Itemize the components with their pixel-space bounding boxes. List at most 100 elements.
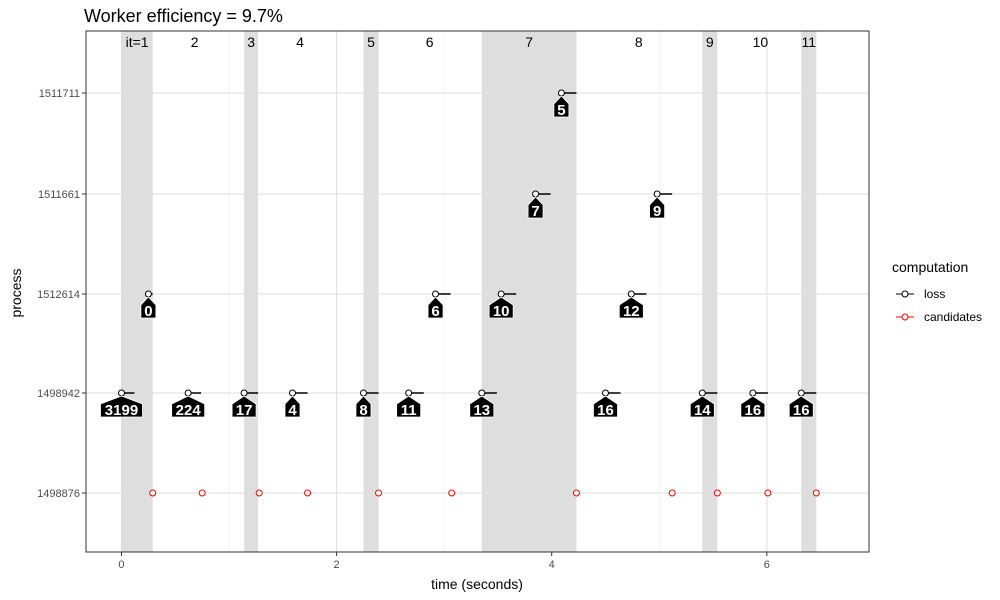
candidate-point xyxy=(572,489,580,497)
panel-border xyxy=(85,30,870,553)
y-tick-label: 1511661 xyxy=(38,189,80,201)
loss-data-label: 8 xyxy=(359,402,367,419)
loss-tag xyxy=(689,395,715,418)
x-tick-label: 6 xyxy=(764,559,770,571)
loss-point xyxy=(289,389,297,397)
candidate-point xyxy=(812,489,820,497)
loss-tag xyxy=(140,296,157,319)
loss-data-label: 5 xyxy=(557,102,565,119)
iteration-band xyxy=(481,31,577,552)
loss-tag xyxy=(355,395,372,418)
loss-tag xyxy=(527,196,544,219)
loss-point xyxy=(532,190,540,198)
candidate-point xyxy=(668,489,676,497)
legend-title: computation xyxy=(892,259,968,275)
y-tick-label: 1498942 xyxy=(37,388,80,400)
loss-data-label: 11 xyxy=(401,402,417,419)
loss-data-label: 16 xyxy=(793,402,810,419)
candidate-point xyxy=(255,489,263,497)
loss-tag xyxy=(427,296,444,319)
loss-data-label: 7 xyxy=(531,203,539,220)
legend-key-point xyxy=(901,313,909,321)
loss-point xyxy=(557,89,565,97)
loss-point xyxy=(627,290,635,298)
loss-tag xyxy=(488,296,514,319)
loss-point xyxy=(497,290,505,298)
iteration-band xyxy=(244,31,259,552)
legend: computation loss candidates xyxy=(892,259,982,324)
loss-data-label: 224 xyxy=(176,402,202,419)
x-axis-title: time (seconds) xyxy=(431,576,523,592)
loss-tag xyxy=(284,395,301,418)
iteration-band xyxy=(702,31,718,552)
loss-data-label: 16 xyxy=(744,402,761,419)
loss-point xyxy=(653,190,661,198)
loss-tag xyxy=(231,395,257,418)
loss-tag xyxy=(649,196,666,219)
iteration-label: it=1 xyxy=(126,34,149,50)
y-axis-title: process xyxy=(8,268,24,317)
candidate-point xyxy=(375,489,383,497)
candidate-point xyxy=(149,489,157,497)
loss-tag xyxy=(740,395,766,418)
loss-point xyxy=(359,389,367,397)
loss-point xyxy=(405,389,413,397)
chart-title: Worker efficiency = 9.7% xyxy=(84,6,283,26)
iteration-label: 11 xyxy=(801,34,816,50)
legend-label-candidates: candidates xyxy=(924,310,982,324)
loss-data-label: 14 xyxy=(694,402,711,419)
loss-data-label: 16 xyxy=(597,402,614,419)
iteration-label: 2 xyxy=(191,34,199,50)
loss-data-label: 13 xyxy=(473,402,490,419)
loss-data-label: 6 xyxy=(431,303,439,320)
loss-tag xyxy=(553,95,570,118)
iteration-label: 3 xyxy=(247,34,255,50)
iteration-label: 4 xyxy=(296,34,304,50)
iteration-label: 6 xyxy=(426,34,434,50)
legend-key-point xyxy=(901,290,909,298)
legend-label-loss: loss xyxy=(924,287,945,301)
loss-data-label: 10 xyxy=(493,303,510,320)
loss-tag xyxy=(100,395,143,418)
iteration-band xyxy=(363,31,379,552)
x-tick-label: 0 xyxy=(118,559,124,571)
loss-tag xyxy=(593,395,618,418)
x-tick-label: 2 xyxy=(334,559,340,571)
y-tick-label: 1511711 xyxy=(39,88,80,100)
loss-data-label: 3199 xyxy=(105,402,138,419)
loss-point xyxy=(797,389,805,397)
loss-data-label: 4 xyxy=(288,402,297,419)
iteration-label: 8 xyxy=(635,34,643,50)
loss-data-label: 17 xyxy=(236,402,253,419)
iteration-label: 5 xyxy=(367,34,375,50)
plot-panel: it=1 2 3 4 5 6 7 8 9 10 11 3199 0 224 17 4 8 11 6 13 10 7 5 16 1… xyxy=(85,30,870,553)
loss-data-label: 12 xyxy=(623,303,640,320)
loss-point xyxy=(117,389,125,397)
loss-data-label: 0 xyxy=(144,303,152,320)
loss-point xyxy=(478,389,486,397)
loss-point xyxy=(184,389,192,397)
loss-point xyxy=(698,389,706,397)
iteration-band xyxy=(801,31,817,552)
candidate-point xyxy=(448,489,456,497)
y-axis: 1498876 1498942 1512614 1511661 1511711 xyxy=(37,88,86,500)
iteration-label: 9 xyxy=(706,34,714,50)
iteration-label: 10 xyxy=(753,34,769,50)
loss-tag xyxy=(618,296,644,319)
candidate-point xyxy=(198,489,206,497)
candidate-point xyxy=(764,489,772,497)
candidate-point xyxy=(304,489,312,497)
loss-point xyxy=(240,389,248,397)
x-tick-label: 4 xyxy=(549,559,555,571)
y-tick-label: 1498876 xyxy=(37,488,80,500)
y-tick-label: 1512614 xyxy=(37,289,80,301)
loss-tag xyxy=(396,395,422,418)
loss-point xyxy=(749,389,757,397)
x-axis: 0 2 4 6 xyxy=(118,552,770,571)
candidate-point xyxy=(713,489,721,497)
loss-point xyxy=(144,290,152,298)
loss-tag xyxy=(171,395,206,418)
loss-tag xyxy=(788,395,814,418)
loss-data-label: 9 xyxy=(653,203,661,220)
